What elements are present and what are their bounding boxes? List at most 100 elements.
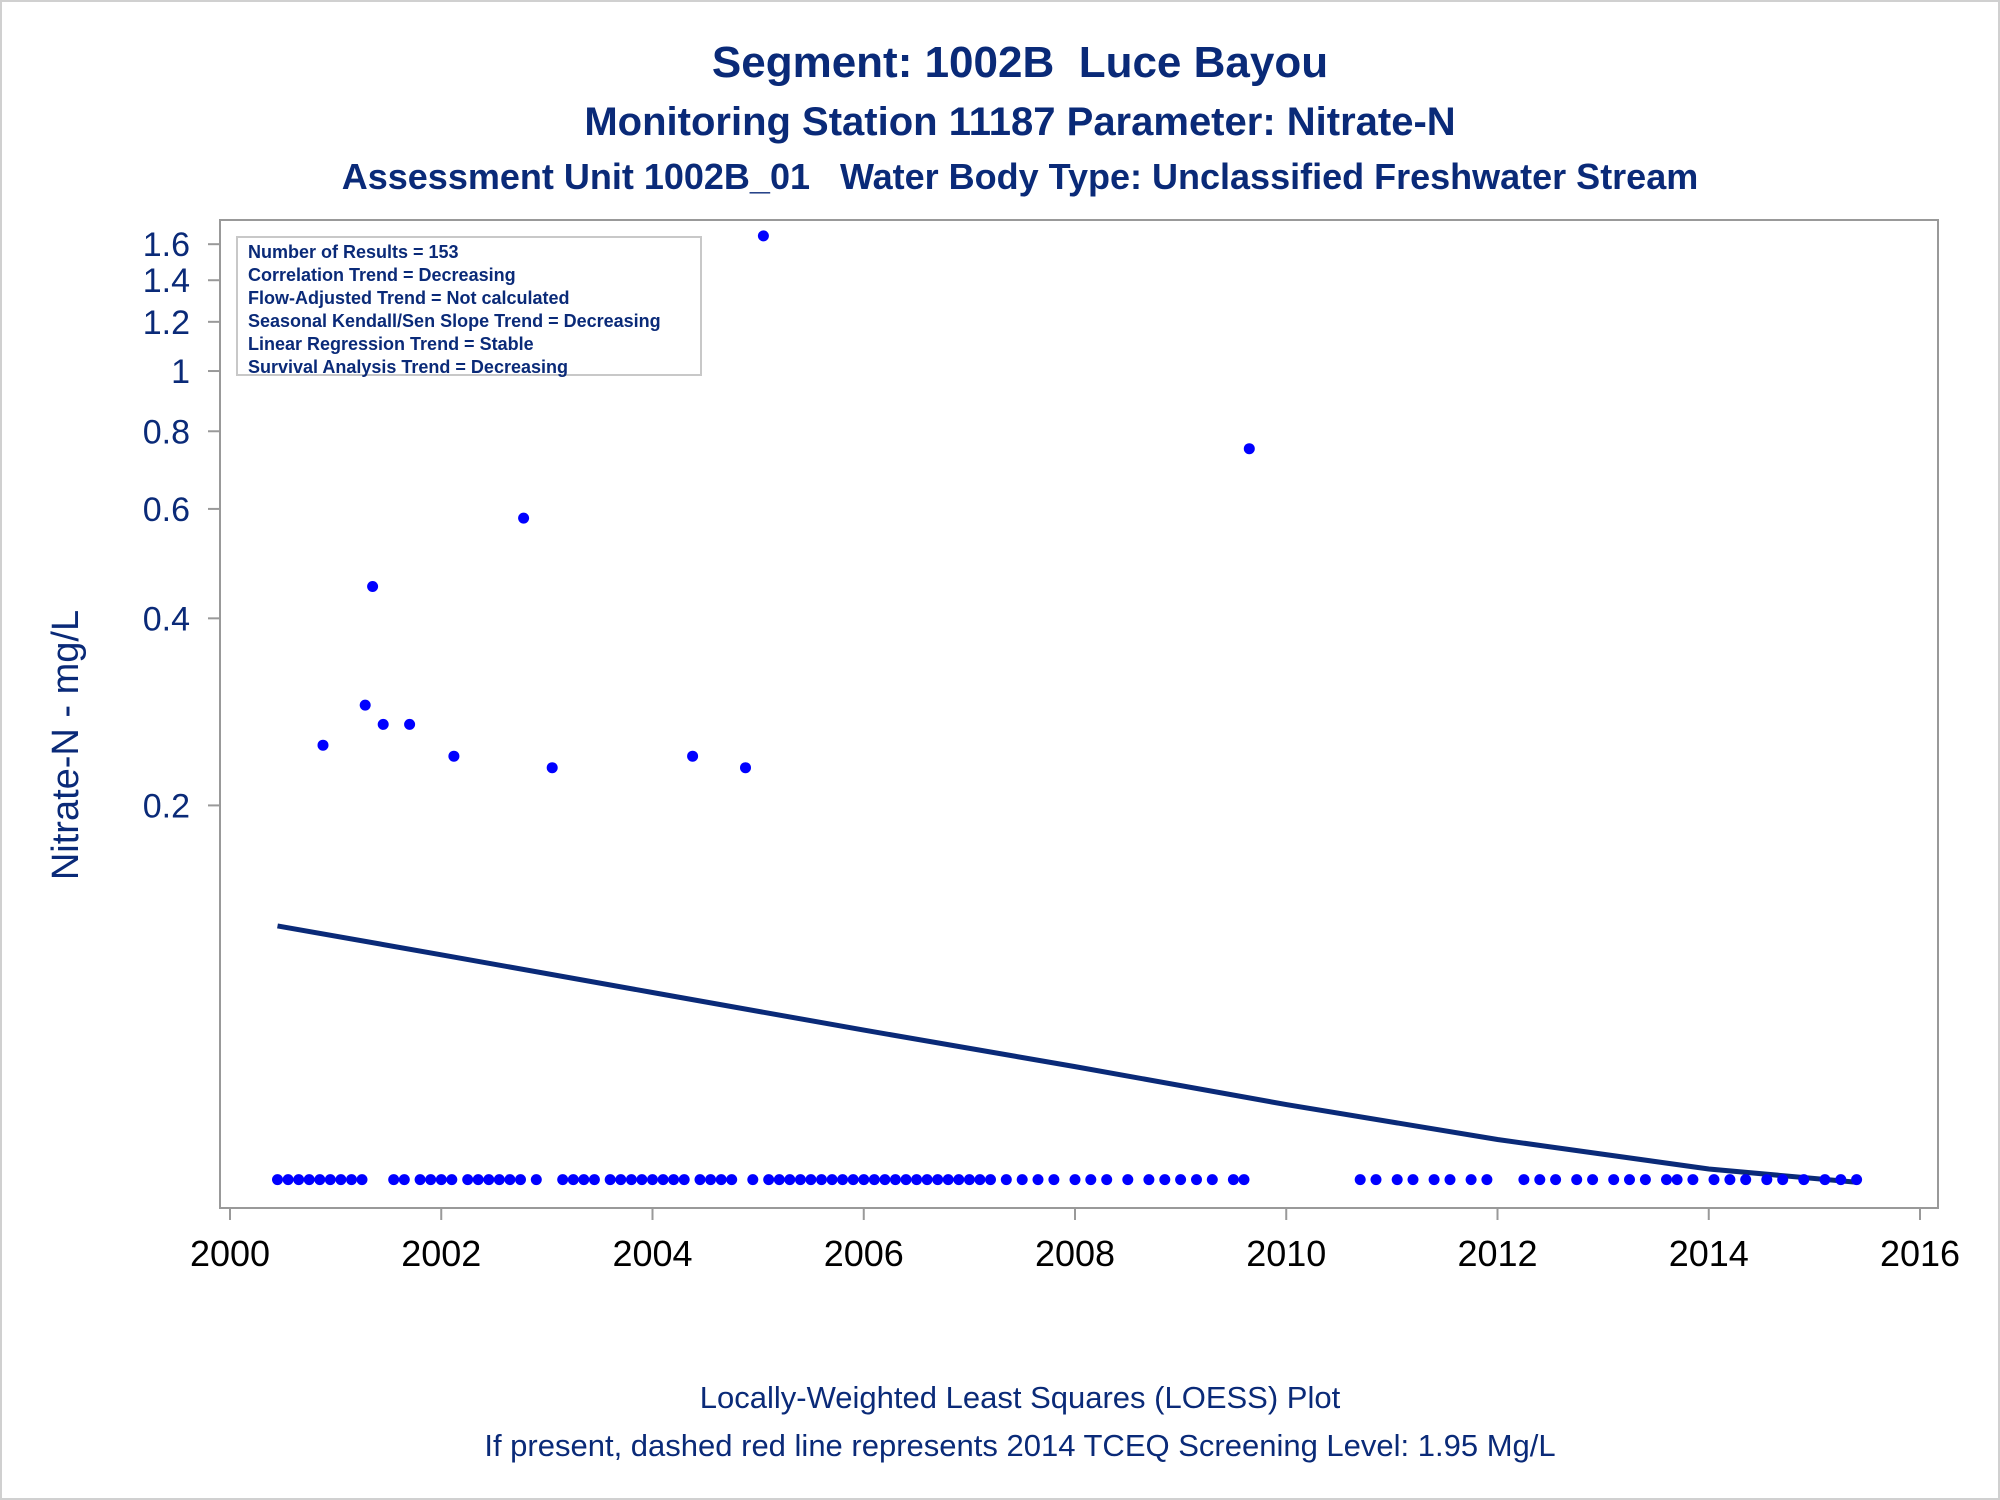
data-point <box>272 1174 283 1186</box>
y-tick-label: 1.4 <box>143 262 190 300</box>
data-point <box>694 1174 706 1186</box>
data-point <box>657 1174 669 1186</box>
data-point <box>515 1174 526 1186</box>
x-tick-label: 2006 <box>824 1233 904 1274</box>
x-tick-label: 2010 <box>1246 1233 1326 1274</box>
data-point <box>953 1174 965 1186</box>
data-point <box>900 1174 912 1186</box>
data-point <box>578 1174 590 1186</box>
x-tick-label: 2008 <box>1035 1233 1115 1274</box>
data-point <box>921 1174 933 1186</box>
data-point <box>668 1174 680 1186</box>
data-point <box>1661 1174 1672 1186</box>
data-point <box>1587 1174 1599 1186</box>
footnote-loess: Locally-Weighted Least Squares (LOESS) P… <box>699 1380 1341 1415</box>
data-point <box>1835 1174 1847 1186</box>
x-tick-label: 2002 <box>401 1233 481 1274</box>
data-point <box>1101 1174 1113 1186</box>
data-point <box>398 1174 410 1186</box>
data-point <box>1032 1174 1044 1186</box>
data-point <box>757 230 769 242</box>
stats-line-correlation: Correlation Trend = Decreasing <box>248 265 516 285</box>
x-tick-label: 2014 <box>1669 1233 1749 1274</box>
y-axis: 0.2 0.4 0.6 0.8 1 1.2 1.41.6 <box>143 226 220 825</box>
data-point <box>1465 1174 1477 1186</box>
y-tick-label: 1.2 <box>143 304 190 342</box>
data-point <box>1206 1174 1218 1186</box>
stats-line-linear-regression: Linear Regression Trend = Stable <box>248 334 534 354</box>
data-point <box>1724 1174 1736 1186</box>
data-point <box>763 1174 775 1186</box>
x-tick-label: 2000 <box>190 1233 270 1274</box>
data-point <box>293 1174 305 1186</box>
data-point <box>1191 1174 1202 1186</box>
data-point <box>826 1174 838 1186</box>
data-point <box>446 1174 458 1186</box>
data-point <box>805 1174 817 1186</box>
data-point <box>462 1174 474 1186</box>
data-point <box>715 1174 727 1186</box>
data-point <box>837 1174 849 1186</box>
data-point <box>1481 1174 1493 1186</box>
data-point <box>282 1174 294 1186</box>
data-point <box>794 1174 806 1186</box>
loess-line <box>277 923 1857 1185</box>
stats-line-survival: Survival Analysis Trend = Decreasing <box>248 357 568 377</box>
data-point <box>858 1174 870 1186</box>
data-point <box>377 718 389 730</box>
data-point <box>879 1174 891 1186</box>
loess-line-group <box>277 923 1857 1185</box>
data-point <box>726 1174 738 1186</box>
plot-area <box>219 219 1939 1209</box>
data-point <box>425 1174 437 1186</box>
data-point <box>324 1174 336 1186</box>
data-point <box>740 762 751 774</box>
data-point <box>773 1174 785 1186</box>
data-point <box>868 1174 880 1186</box>
data-point <box>359 699 371 711</box>
chart-subtitle-station: Monitoring Station 11187 Parameter: Nitr… <box>584 100 1456 144</box>
data-point <box>1370 1174 1382 1186</box>
trend-statistics-box: Number of Results = 153 Correlation Tren… <box>236 236 702 377</box>
data-point <box>483 1174 495 1186</box>
data-point <box>942 1174 954 1186</box>
data-point <box>493 1174 505 1186</box>
data-point <box>1175 1174 1187 1186</box>
y-tick-label: 0.8 <box>143 413 190 451</box>
data-point <box>335 1174 347 1186</box>
data-point <box>1159 1174 1171 1186</box>
data-point <box>1761 1174 1773 1186</box>
stats-line-seasonal-kendall: Seasonal Kendall/Sen Slope Trend = Decre… <box>248 311 661 331</box>
data-point <box>705 1174 717 1186</box>
data-point <box>1851 1174 1863 1186</box>
data-point <box>1407 1174 1419 1186</box>
data-point <box>1687 1174 1699 1186</box>
data-point <box>816 1174 827 1186</box>
data-point <box>414 1174 426 1186</box>
data-point <box>1534 1174 1546 1186</box>
footnote-screening-level: If present, dashed red line represents 2… <box>484 1428 1556 1463</box>
data-point <box>317 739 329 751</box>
data-point <box>687 750 699 762</box>
x-tick-label: 2012 <box>1457 1233 1537 1274</box>
data-point <box>1122 1174 1134 1186</box>
data-point <box>530 1174 542 1186</box>
data-point <box>963 1174 975 1186</box>
data-points <box>272 230 1863 1186</box>
data-point <box>974 1174 986 1186</box>
data-point <box>911 1174 923 1186</box>
data-point <box>1016 1174 1028 1186</box>
data-point <box>1708 1174 1720 1186</box>
data-point <box>314 1174 326 1186</box>
data-point <box>985 1174 996 1186</box>
data-point <box>1740 1174 1752 1186</box>
data-point <box>847 1174 859 1186</box>
data-point <box>1354 1174 1366 1186</box>
data-point <box>303 1174 315 1186</box>
data-point <box>1069 1174 1081 1186</box>
data-point <box>1143 1174 1155 1186</box>
x-tick-label: 2004 <box>612 1233 692 1274</box>
data-point <box>1639 1174 1651 1186</box>
data-point <box>504 1174 516 1186</box>
